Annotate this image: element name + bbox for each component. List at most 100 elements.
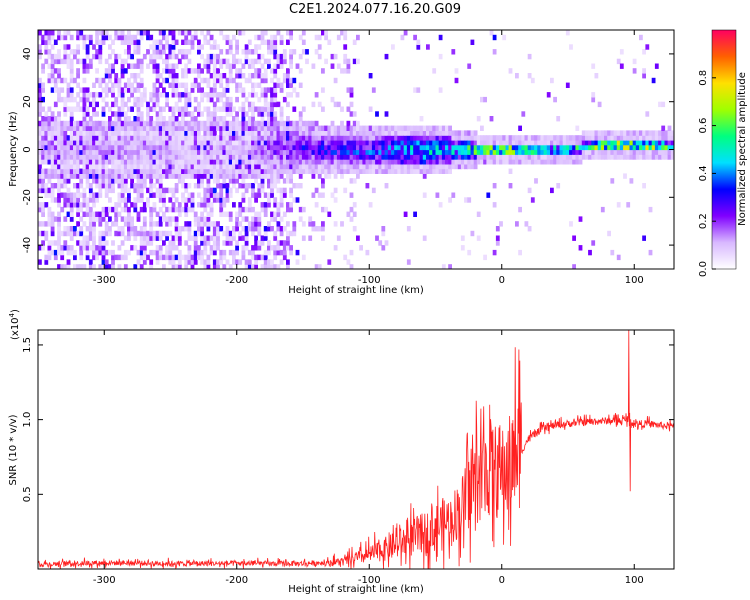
spectrogram-cell xyxy=(111,120,115,127)
spectrogram-cell xyxy=(219,92,224,98)
spectrogram-cell xyxy=(254,254,258,261)
spectrogram-cell xyxy=(104,211,109,217)
spectrogram-cell xyxy=(158,39,163,45)
spectrogram-cell xyxy=(79,254,84,261)
spectrogram-cell xyxy=(225,135,230,141)
spectrogram-cell xyxy=(251,139,255,146)
spectrogram-cell xyxy=(235,240,239,246)
spectrogram-cell xyxy=(82,106,87,112)
spectrogram-cell xyxy=(349,87,354,93)
spectrogram-cell xyxy=(136,216,141,222)
spectrogram-cell xyxy=(305,144,309,151)
spectrogram-cell xyxy=(413,159,417,165)
spectrogram-cell xyxy=(165,206,169,213)
spectrogram-cell xyxy=(247,49,252,55)
spectrogram-cell xyxy=(362,159,367,165)
spectrogram-cell xyxy=(356,135,360,141)
spectrogram-cell xyxy=(489,159,494,165)
spectrogram-cell xyxy=(467,135,472,141)
spectrogram-cell xyxy=(632,139,637,146)
colorbar-tick-label: 0.8 xyxy=(698,70,709,86)
spectrogram-cell xyxy=(174,39,179,45)
spectrogram-cell xyxy=(387,154,392,160)
spectrogram-cell xyxy=(406,130,411,136)
spectrogram-cell xyxy=(228,149,233,155)
spectrogram-cell xyxy=(136,96,141,103)
spectrogram-cell xyxy=(104,101,109,108)
spectrogram-cell xyxy=(101,211,106,217)
spectrogram-cell xyxy=(667,139,672,146)
spectrogram-cell xyxy=(127,96,131,103)
spectrogram-cell xyxy=(92,216,96,222)
spectrogram-cell xyxy=(619,149,624,155)
spectrogram-cell xyxy=(216,245,220,251)
spectrogram-cell xyxy=(44,58,49,65)
spectrogram-cell xyxy=(73,159,77,165)
spectrogram-cell xyxy=(108,63,112,69)
spectrogram-cell xyxy=(88,154,93,160)
spectrogram-cell xyxy=(136,187,141,194)
spectrogram-cell xyxy=(184,82,189,88)
spectrogram-cell xyxy=(384,125,389,131)
spectrogram-cell xyxy=(222,101,227,108)
spectrogram-cell xyxy=(670,149,674,155)
spectrogram-cell xyxy=(639,139,643,146)
spectrogram-cell xyxy=(206,163,211,170)
spectrogram-cell xyxy=(476,116,481,122)
spectrogram-cell xyxy=(95,197,99,203)
spectrogram-cell xyxy=(235,187,239,194)
spectrogram-cell xyxy=(301,120,306,127)
spectrogram-cell xyxy=(168,163,173,170)
spectrogram-cell xyxy=(82,120,87,127)
spectrogram-cell xyxy=(142,245,147,251)
spectrogram-cell xyxy=(257,68,262,74)
spectrogram-cell xyxy=(635,154,640,160)
spectrogram-cell xyxy=(448,159,452,165)
spectrogram-cell xyxy=(44,221,49,227)
spectrogram-cell xyxy=(111,125,115,131)
spectrogram-cell xyxy=(381,230,386,237)
spectrogram-cell xyxy=(661,149,666,155)
spectrogram-cell xyxy=(108,130,112,136)
spectrogram-cell xyxy=(200,183,204,189)
spectrogram-cell xyxy=(41,154,45,160)
spectrogram-cell xyxy=(130,149,134,155)
spectrogram-cell xyxy=(95,173,99,179)
spectrogram-cell xyxy=(158,183,163,189)
spectrogram-cell xyxy=(162,240,166,246)
spectrogram-cell xyxy=(187,249,192,256)
spectrogram-cell xyxy=(123,178,128,184)
spectrogram-cell xyxy=(76,135,80,141)
spectrogram-cell xyxy=(346,144,351,151)
spectrogram-cell xyxy=(184,135,189,141)
spectrogram-cell xyxy=(251,135,255,141)
spectrogram-cell xyxy=(41,96,45,103)
spectrogram-cell xyxy=(104,68,109,74)
spectrogram-cell xyxy=(368,163,373,170)
spectrogram-cell xyxy=(235,135,239,141)
spectrogram-cell xyxy=(177,149,182,155)
spectrogram-cell xyxy=(216,58,220,65)
spectrogram-cell xyxy=(270,39,274,45)
spectrogram-cell xyxy=(184,111,189,117)
spectrogram-cell xyxy=(222,120,227,127)
spectrogram-cell xyxy=(244,183,249,189)
spectrogram-cell xyxy=(263,87,268,93)
spectrogram-cell xyxy=(311,159,316,165)
spectrogram-cell xyxy=(200,77,204,84)
spectrogram-cell xyxy=(69,96,74,103)
spectrogram-cell xyxy=(57,240,61,246)
spectrogram-cell xyxy=(120,226,125,232)
spectrogram-cell xyxy=(47,187,52,194)
spectrogram-cell xyxy=(133,197,138,203)
spectrogram-cell xyxy=(82,116,87,122)
spectrogram-cell xyxy=(66,149,71,155)
spectrogram-cell xyxy=(330,163,335,170)
spectrogram-cell xyxy=(273,73,278,79)
spectrogram-cell xyxy=(44,125,49,131)
spectrogram-cell xyxy=(311,163,316,170)
spectrogram-cell xyxy=(171,116,176,122)
spectrogram-cell xyxy=(184,125,189,131)
spectrogram-cell xyxy=(120,197,125,203)
spectrogram-cell xyxy=(127,135,131,141)
